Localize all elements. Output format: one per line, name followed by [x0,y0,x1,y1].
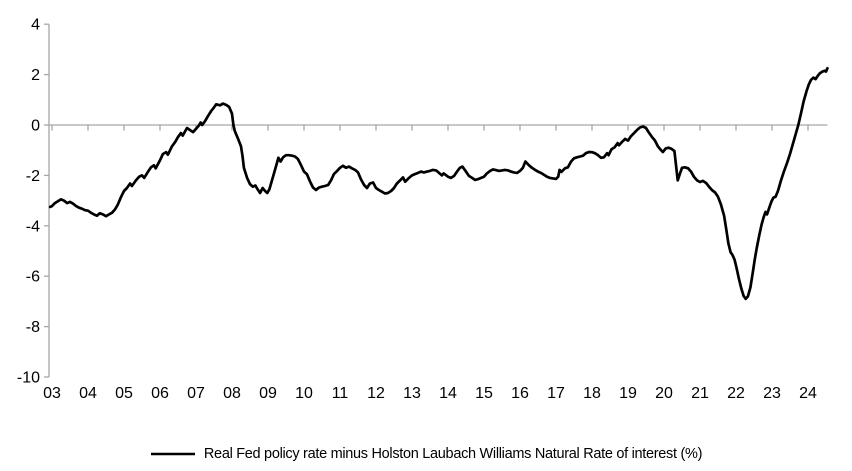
y-axis-label: 4 [31,17,40,34]
x-axis-label: 07 [187,385,205,402]
x-axis-label: 22 [727,385,745,402]
x-axis-label: 24 [799,385,817,402]
x-axis-label: 12 [367,385,385,402]
y-axis-label: -4 [26,218,40,235]
x-axis-label: 10 [295,385,313,402]
x-axis-label: 16 [511,385,529,402]
legend-line-swatch [150,452,195,456]
x-axis-label: 09 [259,385,277,402]
y-axis-label: -8 [26,319,40,336]
y-axis-label: -2 [26,168,40,185]
x-axis-label: 05 [115,385,133,402]
x-axis-label: 04 [79,385,97,402]
chart-legend: Real Fed policy rate minus Holston Lauba… [0,439,852,469]
x-axis-label: 18 [583,385,601,402]
legend-label: Real Fed policy rate minus Holston Lauba… [203,446,703,462]
x-axis-label: 20 [655,385,673,402]
y-axis-label: -10 [17,370,40,387]
y-axis-label: -6 [26,269,40,286]
x-axis-label: 14 [439,385,457,402]
y-axis-label: 0 [31,118,40,135]
x-axis-label: 03 [43,385,61,402]
x-axis-label: 23 [763,385,781,402]
x-axis-label: 19 [619,385,637,402]
x-axis-label: 15 [475,385,493,402]
x-axis-label: 08 [223,385,241,402]
x-axis-label: 13 [403,385,421,402]
y-axis-label: 2 [31,67,40,84]
x-axis-label: 11 [332,385,349,402]
series-line [48,66,829,301]
x-axis-label: 06 [151,385,169,402]
x-axis-label: 17 [547,385,565,402]
x-axis-label: 21 [691,385,709,402]
